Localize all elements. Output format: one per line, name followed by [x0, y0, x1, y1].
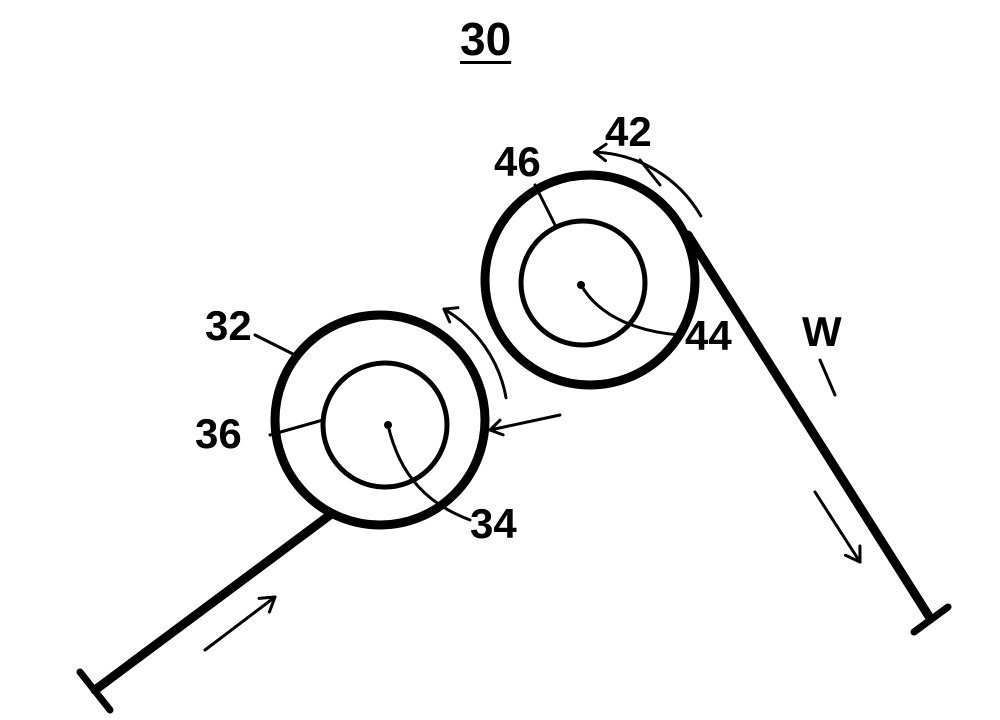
label-42: 42: [605, 108, 652, 156]
figure-stage: 30 32 36 34 42 46 44 W: [0, 0, 1000, 720]
label-36: 36: [195, 410, 242, 458]
figure-svg: [0, 0, 1000, 720]
label-W: W: [802, 308, 842, 356]
label-34: 34: [470, 500, 517, 548]
label-46: 46: [494, 138, 541, 186]
label-32: 32: [205, 302, 252, 350]
label-44: 44: [685, 312, 732, 360]
figure-title: 30: [460, 12, 511, 66]
